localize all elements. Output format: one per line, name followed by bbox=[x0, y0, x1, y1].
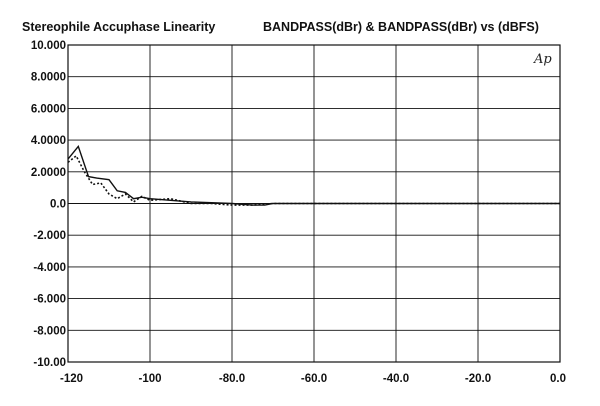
x-tick-label: -60.0 bbox=[301, 373, 327, 385]
y-tick-label: 6.0000 bbox=[31, 103, 66, 115]
y-tick-label: -10.00 bbox=[33, 357, 66, 369]
x-tick-label: -100 bbox=[138, 373, 161, 385]
y-tick-label: -8.000 bbox=[33, 325, 66, 337]
y-tick-label: 4.0000 bbox=[31, 135, 66, 147]
y-tick-label: 0.0 bbox=[50, 199, 66, 211]
x-tick-label: 0.0 bbox=[550, 373, 566, 385]
x-tick-label: -80.0 bbox=[219, 373, 245, 385]
series-line-dotted bbox=[67, 154, 560, 206]
y-tick-label: 10.000 bbox=[31, 40, 66, 52]
x-tick-label: -40.0 bbox=[383, 373, 409, 385]
y-tick-label: -2.000 bbox=[33, 230, 66, 242]
chart-subtitle: BANDPASS(dBr) & BANDPASS(dBr) vs (dBFS) bbox=[263, 20, 539, 34]
y-tick-label: 8.0000 bbox=[31, 72, 66, 84]
y-tick-label: -6.000 bbox=[33, 294, 66, 306]
x-tick-label: -20.0 bbox=[465, 373, 491, 385]
y-tick-label: -4.000 bbox=[33, 262, 66, 274]
chart-title: Stereophile Accuphase Linearity bbox=[22, 20, 216, 34]
x-tick-label: -120 bbox=[60, 373, 83, 385]
y-tick-label: 2.0000 bbox=[31, 167, 66, 179]
ap-logo: Ap bbox=[533, 52, 552, 67]
